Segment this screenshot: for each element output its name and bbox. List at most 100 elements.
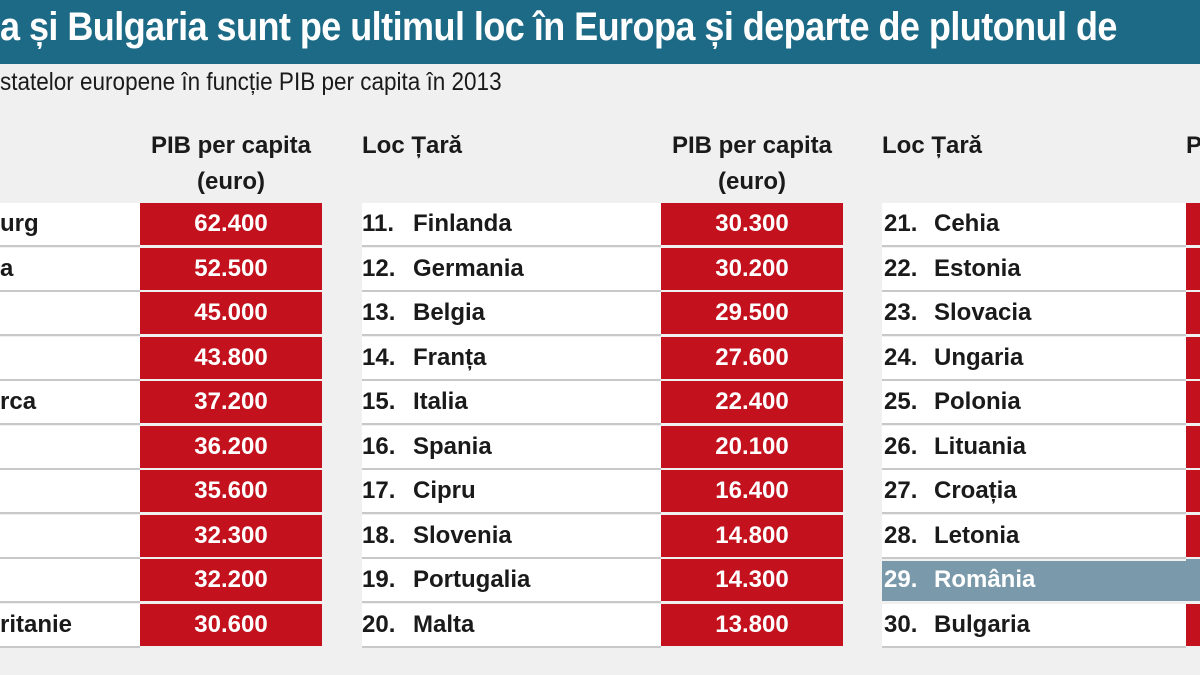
col3-country: Letonia <box>934 521 1020 549</box>
col1-country: urg <box>0 210 39 237</box>
col2-value: 30.300 <box>661 203 843 247</box>
col2-value: 16.400 <box>661 470 843 514</box>
col2-value: 13.800 <box>661 603 843 648</box>
col3-rank: 22. <box>884 254 918 282</box>
col3-row-divider <box>882 423 1186 425</box>
col2-country: Germania <box>413 254 524 282</box>
col1-value: 43.800 <box>140 336 322 381</box>
col3-row-divider <box>882 512 1186 514</box>
col3-row-divider <box>882 378 1186 381</box>
col2-row-divider <box>362 423 661 425</box>
col2-country: Franța <box>413 343 487 371</box>
col3-loc-header: Loc Țară <box>882 132 983 159</box>
col3-value-cell <box>1186 292 1200 336</box>
col3-rank: 29. <box>884 566 918 593</box>
col2-row-divider <box>362 334 661 336</box>
col1-value: 45.000 <box>140 292 322 336</box>
col3-row-divider <box>882 645 1186 648</box>
col2-row-divider <box>362 645 661 648</box>
title-banner: a și Bulgaria sunt pe ultimul loc în Eur… <box>0 0 1200 64</box>
col3-row <box>882 381 1186 425</box>
col2-header-line1: PIB per capita <box>671 132 833 159</box>
col3-rank: 21. <box>884 210 918 237</box>
col2-row-divider <box>362 512 661 514</box>
col3-rank: 24. <box>884 343 918 371</box>
col1-value: 62.400 <box>140 203 322 247</box>
col3-value-cell <box>1186 381 1200 425</box>
col3-country: Bulgaria <box>934 610 1031 638</box>
col1-country: rca <box>0 388 37 415</box>
col2-value: 22.400 <box>661 381 843 425</box>
col3-rank: 27. <box>884 477 918 504</box>
col1-value: 52.500 <box>140 247 322 292</box>
col3-rank: 28. <box>884 521 918 549</box>
col2-row-divider <box>362 601 661 603</box>
col3-row <box>882 292 1186 336</box>
col2-loc-header: Loc Țară <box>362 132 463 159</box>
col2-country: Italia <box>413 388 468 415</box>
col2-value: 14.800 <box>661 514 843 559</box>
col2-value: 20.100 <box>661 425 843 470</box>
col2-rank: 19. <box>362 566 396 593</box>
col3-value-header-partial: P <box>1186 132 1200 159</box>
col2-value: 14.300 <box>661 559 843 603</box>
col2-rank: 17. <box>362 477 396 504</box>
col3-row <box>882 203 1186 247</box>
col1-value: 32.300 <box>140 514 322 559</box>
col2-row-divider <box>362 467 661 470</box>
col2-rank: 18. <box>362 521 396 549</box>
col1-row-divider <box>0 423 140 425</box>
col3-row <box>882 603 1186 648</box>
col2-rank: 14. <box>362 343 396 371</box>
col2-rank: 15. <box>362 388 396 415</box>
col3-row <box>882 470 1186 514</box>
col3-rank: 25. <box>884 388 918 415</box>
col3-country: România <box>934 566 1036 593</box>
col1-value: 36.200 <box>140 425 322 470</box>
col1-row-divider <box>0 334 140 336</box>
col2-country: Cipru <box>413 477 476 504</box>
col3-row-divider <box>882 334 1186 336</box>
col2-country: Finlanda <box>413 210 512 237</box>
col2-value-header: PIB per capita (euro) <box>661 128 843 200</box>
col3-row-divider <box>882 467 1186 470</box>
col3-rank: 26. <box>884 432 918 460</box>
col1-header-line2: (euro) <box>197 168 265 195</box>
col2-rank: 11. <box>362 210 395 237</box>
col3-row <box>882 336 1186 381</box>
col3-value-cell <box>1186 425 1200 470</box>
page-title: a și Bulgaria sunt pe ultimul loc în Eur… <box>0 5 1117 49</box>
col2-country: Spania <box>413 432 492 460</box>
col3-row-divider <box>882 289 1186 292</box>
col2-country: Slovenia <box>413 521 512 549</box>
col1-row-divider <box>0 512 140 514</box>
col3-value-cell <box>1186 559 1200 603</box>
col3-row-divider <box>882 245 1186 247</box>
col1-header-line1: PIB per capita <box>150 132 312 159</box>
col3-country: Lituania <box>934 432 1027 460</box>
col2-rank: 20. <box>362 610 396 638</box>
col3-row <box>882 514 1186 559</box>
col1-country: ritanie <box>0 610 73 638</box>
col2-value: 29.500 <box>661 292 843 336</box>
col3-value-cell <box>1186 336 1200 381</box>
col3-row-highlighted <box>882 561 1186 601</box>
col2-rank: 12. <box>362 254 396 282</box>
col3-country: Estonia <box>934 254 1021 282</box>
col2-row-divider <box>362 289 661 292</box>
col1-value: 30.600 <box>140 603 322 648</box>
col3-country: Croația <box>934 477 1017 504</box>
col3-value-cell <box>1186 470 1200 514</box>
col2-country: Malta <box>413 610 475 638</box>
col2-header-line2: (euro) <box>718 168 786 195</box>
col1-row-divider <box>0 556 140 559</box>
col2-value: 27.600 <box>661 336 843 381</box>
col1-row-divider <box>0 245 140 247</box>
col2-row-divider <box>362 556 661 559</box>
col1-value-header: PIB per capita (euro) <box>140 128 322 200</box>
col3-rank: 23. <box>884 299 918 326</box>
col3-country: Slovacia <box>934 299 1032 326</box>
col3-country: Polonia <box>934 388 1021 415</box>
col1-row-divider <box>0 289 140 292</box>
col3-rank: 30. <box>884 610 918 638</box>
